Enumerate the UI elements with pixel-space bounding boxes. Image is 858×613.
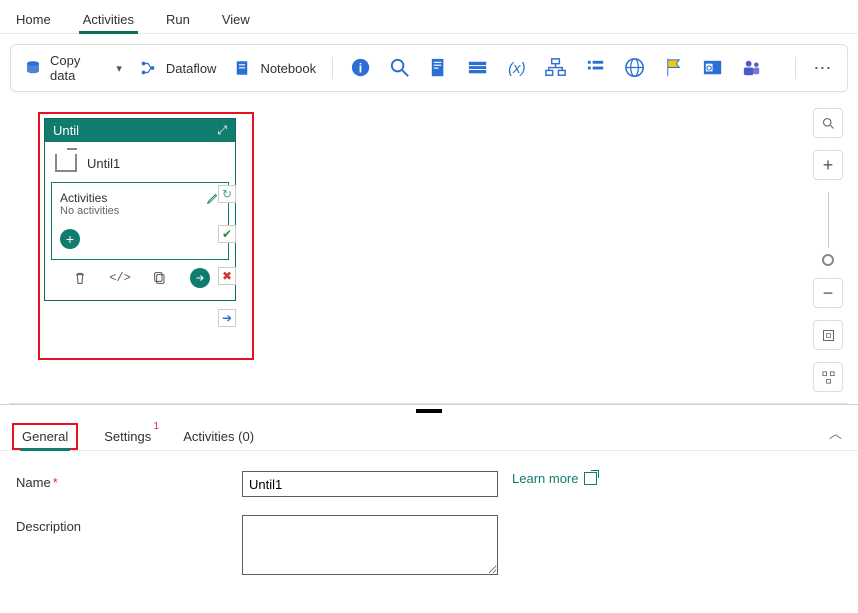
connector-handle-success[interactable]: ✔ [218,225,236,243]
tab-activities-count[interactable]: Activities (0) [177,423,260,450]
zoom-in-icon[interactable]: + [813,150,843,180]
tab-settings-label: Settings [104,429,151,444]
canvas-tool-column: + − [808,104,848,392]
notebook-label: Notebook [260,61,316,76]
properties-tabs: General Settings 1 Activities (0) ︿ [0,413,858,451]
auto-layout-icon[interactable] [813,362,843,392]
more-button[interactable]: ⋯ [812,56,835,80]
info-icon[interactable]: i [349,56,372,80]
dataflow-button[interactable]: Dataflow [138,58,217,78]
until-title: Until1 [87,156,120,171]
activities-toolbar: Copy data ▾ Dataflow Notebook i (x) O [10,44,848,92]
tab-settings[interactable]: Settings 1 [98,423,157,450]
learn-more-link[interactable]: Learn more [512,471,597,486]
activities-sub: No activities [60,205,220,217]
web-icon[interactable] [623,56,646,80]
card-tool-row: </> [51,260,229,294]
tab-general[interactable]: General [12,423,78,450]
copy-icon[interactable] [150,268,170,288]
description-input[interactable] [242,515,498,575]
script-icon[interactable] [427,56,450,80]
description-label: Description [16,515,242,534]
teams-icon[interactable] [740,56,763,80]
tab-home[interactable]: Home [12,6,55,33]
name-label: Name* [16,471,242,490]
fit-screen-icon[interactable] [813,320,843,350]
pipeline-canvas[interactable]: Until ⤢ Until1 Activities No activities … [10,104,848,404]
inner-activities-box[interactable]: Activities No activities + [51,182,229,260]
outlook-icon[interactable]: O [701,56,724,80]
svg-text:O: O [706,64,712,73]
add-activity-button[interactable]: + [60,229,80,249]
flag-icon[interactable] [662,56,685,80]
tab-view[interactable]: View [218,6,254,33]
dataflow-icon [138,58,158,78]
zoom-out-icon[interactable]: − [813,278,843,308]
connector-handle-skip[interactable]: ↻ [218,185,236,203]
code-icon[interactable]: </> [110,268,130,288]
zoom-slider-knob[interactable] [822,254,834,266]
until-icon [55,154,77,172]
settings-error-badge: 1 [154,421,160,432]
lookup-icon[interactable] [388,56,411,80]
connector-handle-completion[interactable]: ➔ [218,309,236,327]
list-icon[interactable] [584,56,607,80]
toolbar-separator [332,57,333,79]
svg-text:i: i [359,62,362,76]
run-icon[interactable] [190,268,210,288]
top-tabs: Home Activities Run View [0,0,858,34]
toolbar-separator [795,57,796,79]
variable-icon[interactable]: (x) [505,56,528,80]
properties-panel: General Settings 1 Activities (0) ︿ Name… [0,404,858,613]
name-input[interactable] [242,471,498,497]
until-card-body: Until1 Activities No activities + </> [45,142,235,300]
until-card-header[interactable]: Until ⤢ [45,119,235,142]
tab-activities[interactable]: Activities [79,6,138,33]
chevron-down-icon: ▾ [116,62,122,75]
until-activity-card[interactable]: Until ⤢ Until1 Activities No activities … [44,118,236,301]
until-type-label: Until [53,123,79,138]
datagrid-icon[interactable] [466,56,489,80]
copy-data-button[interactable]: Copy data ▾ [23,53,122,83]
zoom-slider-track[interactable] [828,192,829,248]
tab-run[interactable]: Run [162,6,194,33]
notebook-icon [232,58,252,78]
learn-more-label: Learn more [512,471,578,486]
activities-label: Activities [60,191,220,205]
panel-resize-handle[interactable] [0,405,858,413]
schema-icon[interactable] [544,56,567,80]
collapse-panel-icon[interactable]: ︿ [829,423,842,442]
copy-data-label: Copy data [50,53,106,83]
connector-handle-fail[interactable]: ✖ [218,267,236,285]
database-icon [23,58,42,78]
canvas-search-icon[interactable] [813,108,843,138]
notebook-button[interactable]: Notebook [232,58,316,78]
dataflow-label: Dataflow [166,61,217,76]
delete-icon[interactable] [70,268,90,288]
expand-icon[interactable]: ⤢ [217,123,227,138]
external-link-icon [584,472,597,485]
